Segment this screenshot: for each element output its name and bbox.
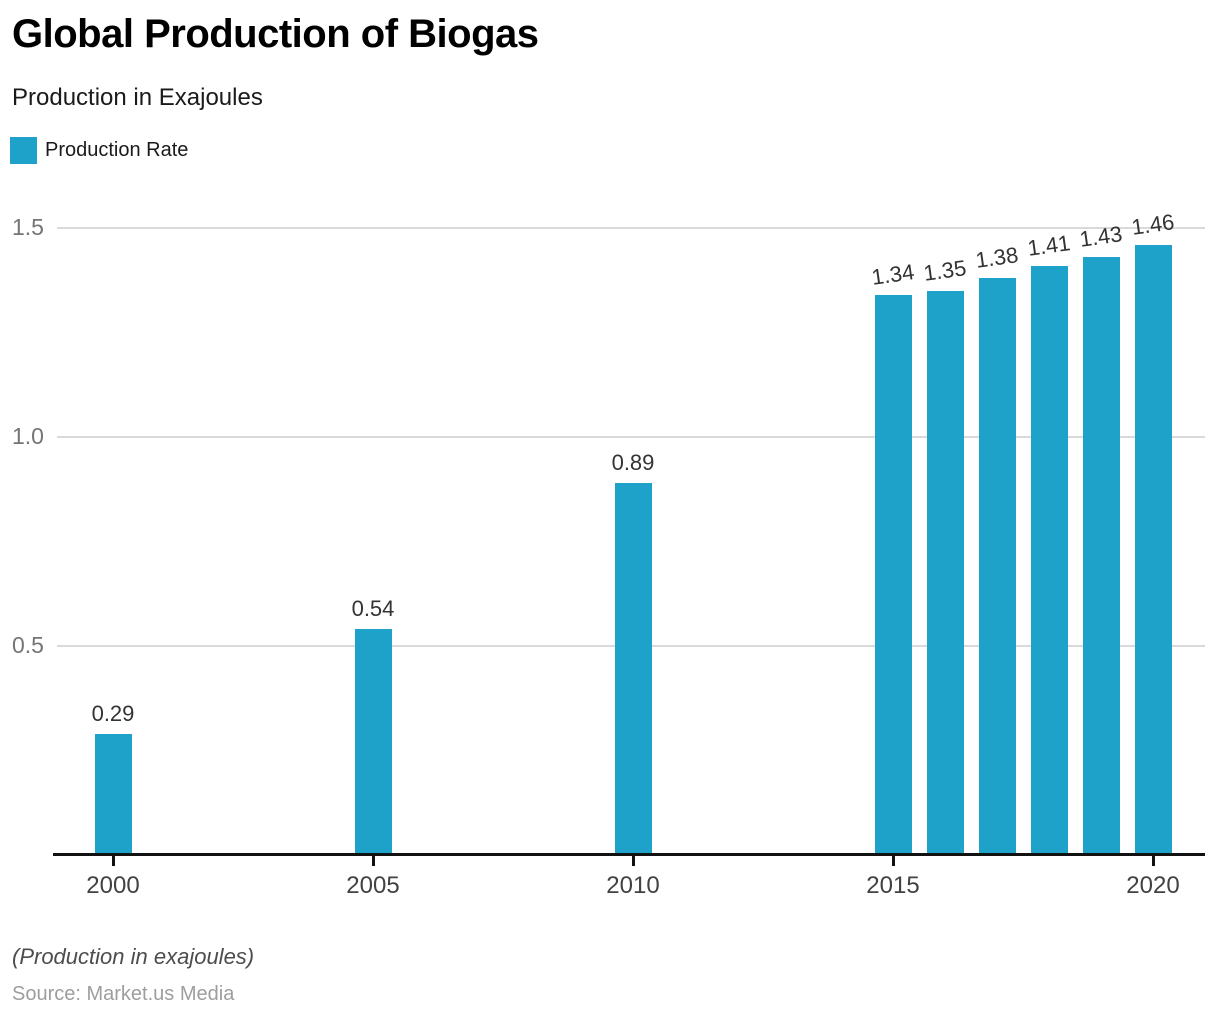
x-axis-tick bbox=[112, 856, 115, 866]
x-axis-tick-label: 2005 bbox=[346, 872, 400, 899]
bar-value-label: 0.89 bbox=[611, 450, 655, 475]
bar-value-label: 0.29 bbox=[91, 701, 135, 726]
x-axis-tick bbox=[372, 856, 375, 866]
y-axis-tick-label: 0.5 bbox=[12, 632, 44, 658]
legend: Production Rate bbox=[10, 137, 188, 164]
bar-value-label: 0.54 bbox=[351, 596, 395, 621]
x-axis-line bbox=[53, 853, 1205, 856]
y-axis-tick-label: 1.0 bbox=[12, 423, 44, 449]
bar[interactable] bbox=[354, 629, 392, 855]
chart-title: Global Production of Biogas bbox=[12, 12, 539, 56]
bar[interactable] bbox=[1082, 257, 1120, 855]
bar-value-label: 1.46 bbox=[1129, 209, 1176, 240]
x-axis-tick-label: 2000 bbox=[86, 872, 140, 899]
footer-note: (Production in exajoules) bbox=[12, 944, 255, 969]
y-axis-tick-label: 1.5 bbox=[12, 214, 44, 240]
bar[interactable] bbox=[1134, 245, 1172, 855]
x-axis-tick-label: 2020 bbox=[1126, 872, 1180, 899]
footer-source: Source: Market.us Media bbox=[12, 983, 235, 1005]
bar[interactable] bbox=[1030, 266, 1068, 855]
legend-swatch-icon[interactable] bbox=[10, 137, 37, 164]
bar[interactable] bbox=[94, 734, 132, 855]
bar[interactable] bbox=[874, 295, 912, 855]
gridline bbox=[57, 436, 1205, 438]
x-axis-tick-label: 2015 bbox=[866, 872, 920, 899]
x-axis-tick bbox=[1152, 856, 1155, 866]
bar[interactable] bbox=[614, 483, 652, 855]
bar[interactable] bbox=[978, 278, 1016, 855]
legend-item-production-rate[interactable]: Production Rate bbox=[45, 139, 189, 161]
chart-subtitle: Production in Exajoules bbox=[12, 84, 263, 111]
gridline bbox=[57, 227, 1205, 229]
x-axis-tick bbox=[632, 856, 635, 866]
bar[interactable] bbox=[926, 291, 964, 855]
x-axis-tick-label: 2010 bbox=[606, 872, 660, 899]
x-axis-tick bbox=[892, 856, 895, 866]
